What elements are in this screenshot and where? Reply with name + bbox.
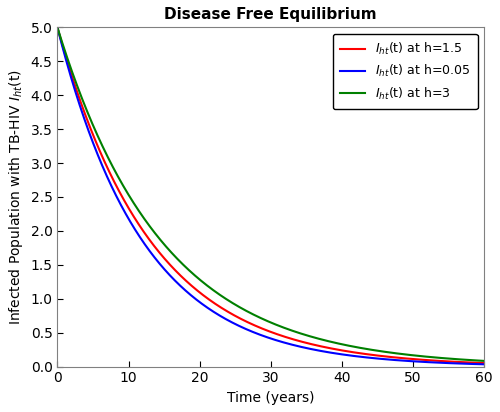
X-axis label: Time (years): Time (years) [227, 391, 314, 405]
Title: Disease Free Equilibrium: Disease Free Equilibrium [164, 7, 377, 22]
Y-axis label: Infected Population with TB-HIV $I_{ht}$(t): Infected Population with TB-HIV $I_{ht}$… [7, 69, 25, 325]
Legend: $I_{ht}$(t) at h=1.5, $I_{ht}$(t) at h=0.05, $I_{ht}$(t) at h=3: $I_{ht}$(t) at h=1.5, $I_{ht}$(t) at h=0… [332, 33, 478, 109]
